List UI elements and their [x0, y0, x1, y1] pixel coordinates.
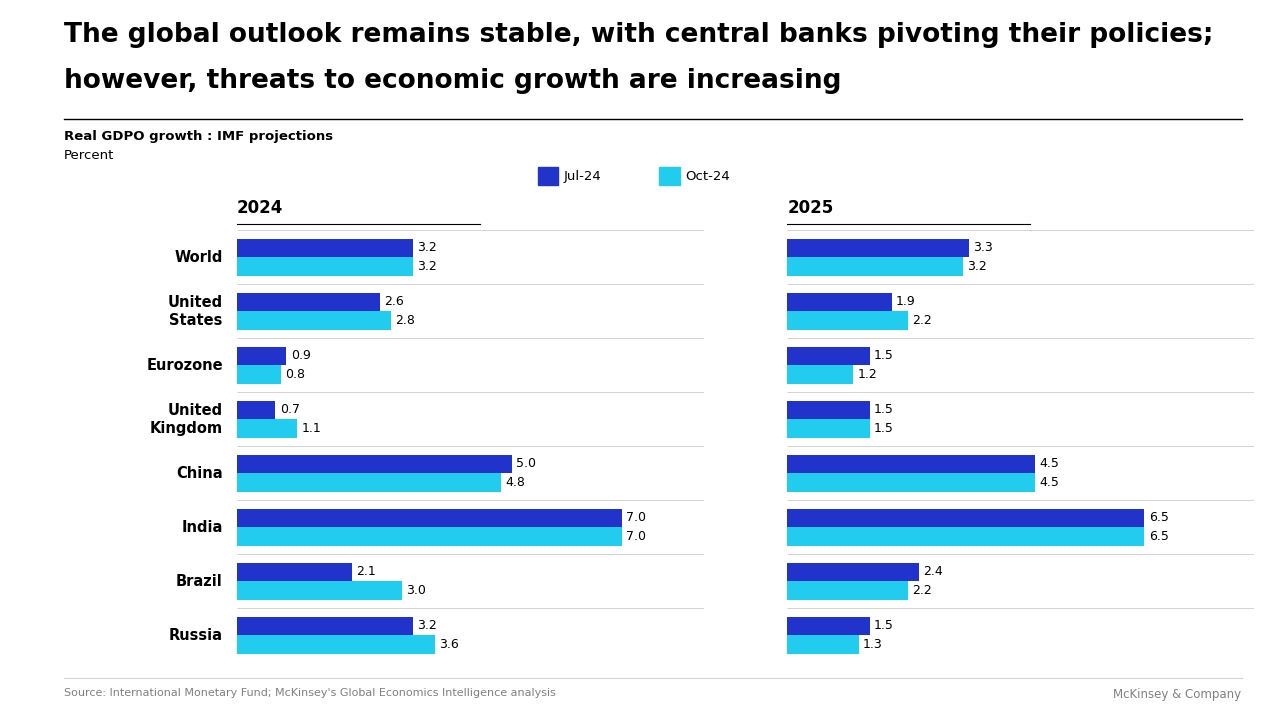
- Text: 1.2: 1.2: [858, 369, 877, 382]
- Text: 1.5: 1.5: [874, 619, 893, 632]
- Text: United
States: United States: [168, 295, 223, 328]
- Bar: [237, 527, 622, 546]
- Text: 2.6: 2.6: [384, 295, 404, 308]
- Text: 2.8: 2.8: [396, 315, 415, 328]
- Text: 0.9: 0.9: [291, 349, 311, 362]
- Text: 1.5: 1.5: [874, 403, 893, 416]
- Bar: [787, 527, 1144, 546]
- Point: [808, 576, 823, 585]
- Text: 1.5: 1.5: [874, 349, 893, 362]
- Text: 2.1: 2.1: [357, 565, 376, 578]
- Text: 3.2: 3.2: [417, 619, 436, 632]
- Bar: [237, 258, 412, 276]
- Bar: [237, 508, 622, 527]
- Text: 3.0: 3.0: [406, 585, 426, 598]
- Bar: [237, 400, 275, 419]
- Text: 6.5: 6.5: [1149, 531, 1169, 544]
- Bar: [237, 474, 500, 492]
- Bar: [237, 312, 390, 330]
- Text: 3.2: 3.2: [417, 241, 436, 254]
- Text: however, threats to economic growth are increasing: however, threats to economic growth are …: [64, 68, 841, 94]
- Bar: [787, 400, 869, 419]
- Text: World: World: [174, 250, 223, 265]
- Text: 1.1: 1.1: [302, 423, 321, 436]
- Bar: [787, 366, 854, 384]
- Bar: [237, 238, 412, 258]
- Point: [257, 576, 273, 585]
- Bar: [787, 508, 1144, 527]
- Text: 1.3: 1.3: [863, 639, 883, 652]
- Text: 0.8: 0.8: [285, 369, 305, 382]
- Bar: [787, 636, 859, 654]
- Text: Russia: Russia: [169, 628, 223, 643]
- Bar: [787, 582, 908, 600]
- Bar: [787, 616, 869, 636]
- Bar: [237, 292, 380, 312]
- Text: 5.0: 5.0: [516, 457, 536, 470]
- Text: 2.2: 2.2: [913, 315, 932, 328]
- Bar: [787, 292, 892, 312]
- Text: 4.5: 4.5: [1039, 457, 1059, 470]
- Text: 7.0: 7.0: [626, 511, 646, 524]
- Bar: [787, 258, 963, 276]
- Text: 3.2: 3.2: [417, 261, 436, 274]
- Text: 3.3: 3.3: [973, 241, 993, 254]
- Point: [229, 576, 244, 585]
- Text: Jul-24: Jul-24: [563, 170, 600, 183]
- Text: McKinsey & Company: McKinsey & Company: [1114, 688, 1242, 701]
- Bar: [787, 562, 919, 582]
- Text: 1.9: 1.9: [896, 295, 915, 308]
- Text: Oct-24: Oct-24: [685, 170, 730, 183]
- Bar: [237, 562, 352, 582]
- Text: 2025: 2025: [787, 199, 833, 217]
- Text: Source: International Monetary Fund; McKinsey's Global Economics Intelligence an: Source: International Monetary Fund; McK…: [64, 688, 556, 698]
- Bar: [237, 346, 287, 366]
- Text: 3.2: 3.2: [968, 261, 987, 274]
- Text: Brazil: Brazil: [177, 574, 223, 589]
- Bar: [787, 238, 969, 258]
- Text: Eurozone: Eurozone: [146, 358, 223, 373]
- Bar: [787, 454, 1034, 474]
- Text: The global outlook remains stable, with central banks pivoting their policies;: The global outlook remains stable, with …: [64, 22, 1213, 48]
- Point: [780, 576, 795, 585]
- Bar: [237, 582, 402, 600]
- Bar: [787, 312, 908, 330]
- Text: 1.5: 1.5: [874, 423, 893, 436]
- Text: Percent: Percent: [64, 149, 114, 162]
- Text: India: India: [182, 520, 223, 535]
- Text: 2.4: 2.4: [923, 565, 943, 578]
- Text: 4.8: 4.8: [506, 477, 525, 490]
- Bar: [237, 454, 512, 474]
- Text: Real GDPO growth : IMF projections: Real GDPO growth : IMF projections: [64, 130, 333, 143]
- Bar: [237, 419, 297, 438]
- Text: 2024: 2024: [237, 199, 283, 217]
- Bar: [237, 616, 412, 636]
- Text: 0.7: 0.7: [279, 403, 300, 416]
- Bar: [787, 346, 869, 366]
- Text: 7.0: 7.0: [626, 531, 646, 544]
- Bar: [787, 474, 1034, 492]
- Text: 2.2: 2.2: [913, 585, 932, 598]
- Text: United
Kingdom: United Kingdom: [150, 403, 223, 436]
- Text: 4.5: 4.5: [1039, 477, 1059, 490]
- Bar: [787, 419, 869, 438]
- Text: 6.5: 6.5: [1149, 511, 1169, 524]
- Bar: [237, 366, 280, 384]
- Bar: [237, 636, 435, 654]
- Text: China: China: [177, 466, 223, 481]
- Text: 3.6: 3.6: [439, 639, 458, 652]
